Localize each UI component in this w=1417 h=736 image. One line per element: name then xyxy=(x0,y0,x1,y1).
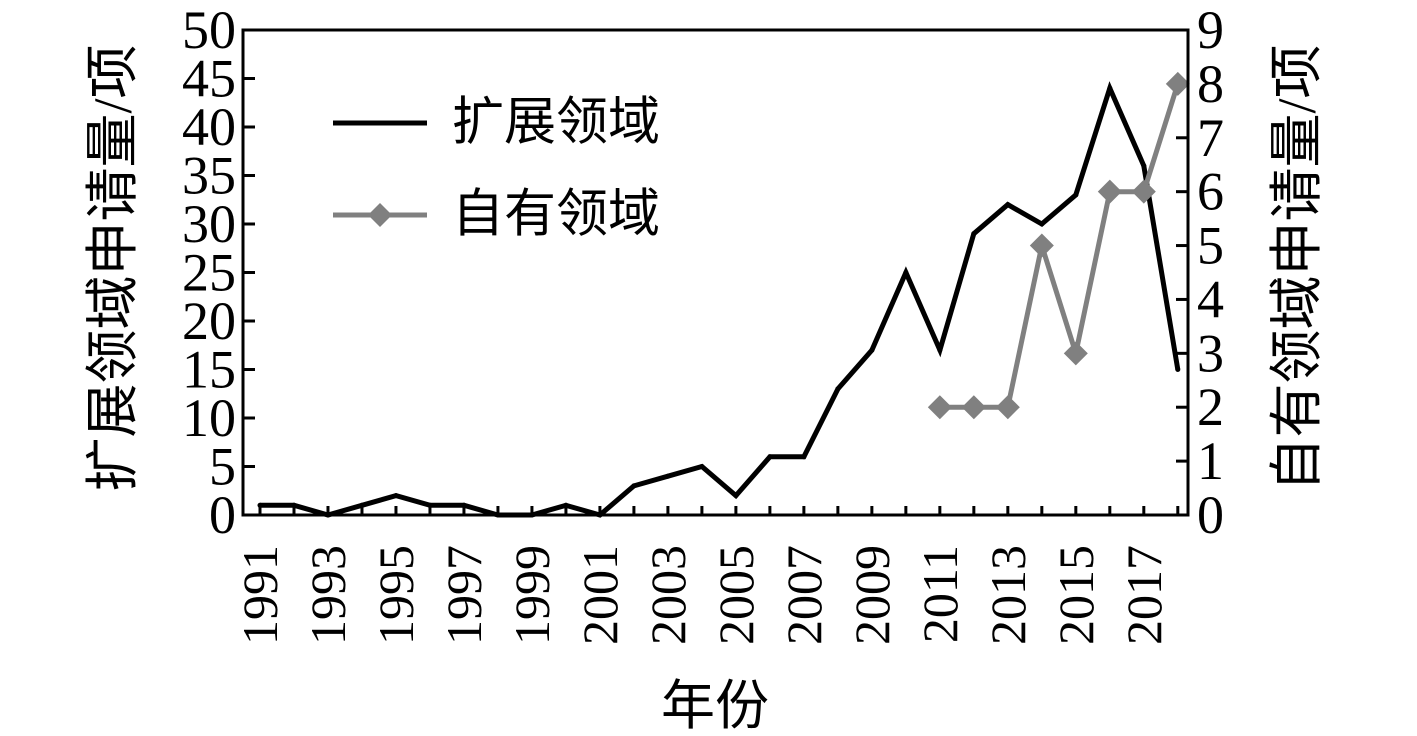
extended-domain-point xyxy=(801,454,807,460)
extended-domain-point xyxy=(733,493,739,499)
x-tick-label: 2003 xyxy=(640,545,696,645)
own-domain-point xyxy=(1029,233,1054,258)
x-tick-label: 1991 xyxy=(232,545,288,645)
x-axis-title: 年份 xyxy=(661,676,769,736)
extended-domain-point xyxy=(427,502,433,508)
y-left-tick-label: 30 xyxy=(182,194,236,254)
y-left-tick-label: 45 xyxy=(182,49,236,109)
y-right-tick-label: 4 xyxy=(1197,269,1224,329)
x-tick-label: 1993 xyxy=(300,545,356,645)
extended-domain-point xyxy=(563,502,569,508)
extended-domain-point xyxy=(461,502,467,508)
x-tick-label: 2005 xyxy=(708,545,764,645)
extended-domain-point xyxy=(393,493,399,499)
x-tick-label: 2013 xyxy=(980,545,1036,645)
extended-domain-line xyxy=(260,81,1181,518)
x-tick-label: 1999 xyxy=(504,545,560,645)
y-right-tick-label: 2 xyxy=(1197,377,1224,437)
y-left-tick-label: 15 xyxy=(182,340,236,400)
extended-domain-point xyxy=(1107,85,1113,91)
y-axis-left-title: 扩展领域申请量/项 xyxy=(83,44,143,491)
extended-domain-point xyxy=(1141,163,1147,169)
y-left-tick-label: 50 xyxy=(182,0,236,60)
extended-domain-point xyxy=(937,347,943,353)
y-left-tick-label: 10 xyxy=(182,388,236,448)
extended-domain-point xyxy=(359,502,365,508)
x-tick-label: 2017 xyxy=(1116,545,1172,645)
x-tick-label: 2007 xyxy=(776,545,832,645)
extended-domain-point xyxy=(631,483,637,489)
plot-frame xyxy=(241,28,1190,517)
x-tick-label: 2009 xyxy=(844,545,900,645)
extended-domain-point xyxy=(767,454,773,460)
x-tick-label: 1997 xyxy=(436,545,492,645)
series-layer xyxy=(257,71,1190,518)
own-domain-point xyxy=(927,395,952,420)
extended-domain-point xyxy=(903,270,909,275)
own-domain-point xyxy=(1131,179,1156,204)
y-right-tick-label: 6 xyxy=(1197,162,1224,222)
x-tick-label: 2001 xyxy=(572,545,628,645)
extended-domain-point xyxy=(291,502,297,508)
extended-domain-point xyxy=(1039,221,1045,227)
axis-ticks xyxy=(243,28,1188,517)
y-right-tick-label: 9 xyxy=(1197,0,1224,60)
extended-domain-point xyxy=(699,464,705,469)
extended-domain-point xyxy=(1073,192,1079,198)
legend-marker-own-domain xyxy=(368,203,392,227)
extended-domain-point xyxy=(257,502,263,508)
y-right-tick-label: 0 xyxy=(1197,485,1224,545)
y-right-tick-label: 5 xyxy=(1197,216,1224,276)
extended-domain-point xyxy=(1005,202,1011,208)
y-left-tick-label: 20 xyxy=(182,291,236,351)
own-domain-point xyxy=(1063,341,1088,366)
y-left-tick-label: 0 xyxy=(209,485,236,545)
x-tick-label: 1995 xyxy=(368,545,424,645)
y-left-tick-label: 5 xyxy=(209,437,236,497)
y-axis-right-title: 自有领域申请量/项 xyxy=(1267,44,1327,491)
legend: 扩展领域 自有领域 xyxy=(333,95,660,244)
legend-label-extended-domain: 扩展领域 xyxy=(452,95,660,152)
own-domain-line xyxy=(939,83,1181,410)
y-left-tick-label: 35 xyxy=(182,146,236,206)
y-left-tick-label: 25 xyxy=(182,243,236,303)
y-right-tick-label: 1 xyxy=(1197,431,1224,491)
extended-domain-point xyxy=(665,473,671,479)
extended-domain-point xyxy=(1175,367,1181,372)
own-domain-point xyxy=(995,395,1020,420)
extended-domain-point xyxy=(835,386,841,392)
own-domain-point xyxy=(1097,179,1122,204)
extended-domain-point xyxy=(869,347,875,353)
x-tick-label: 2011 xyxy=(912,545,968,643)
y-right-tick-label: 7 xyxy=(1197,108,1224,168)
own-domain-point xyxy=(961,395,986,420)
y-right-tick-label: 3 xyxy=(1197,323,1224,383)
y-right-tick-label: 8 xyxy=(1197,54,1224,114)
own-domain-point xyxy=(1165,71,1190,96)
legend-label-own-domain: 自有领域 xyxy=(452,187,660,244)
x-tick-label: 2015 xyxy=(1048,545,1104,645)
extended-domain-point xyxy=(971,231,977,237)
y-left-tick-label: 40 xyxy=(182,97,236,157)
